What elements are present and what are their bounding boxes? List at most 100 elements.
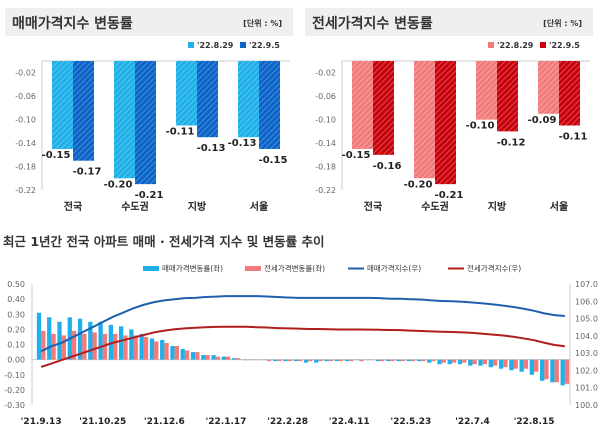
x-tick-label: '22.4.11 [329,417,370,427]
bar [184,350,190,360]
bar [170,346,175,360]
legend-label: 매매가격변동률(좌) [162,263,223,273]
bar [215,356,221,360]
bar [225,356,231,360]
bar [427,359,432,363]
y-tick-left: 0.20 [7,325,25,334]
bar-hatch [559,61,580,126]
bar [57,321,62,360]
bar [129,329,134,360]
data-label: -0.21 [435,190,464,201]
bar-hatch [52,61,73,149]
bar [293,359,298,362]
y-tick-left: 0.00 [7,356,25,365]
data-label: -0.09 [528,115,557,126]
x-tick-label: '21.12.6 [144,417,185,427]
bar [221,356,226,360]
bar [51,333,56,360]
bar [503,359,508,368]
legend-swatch [240,42,246,48]
bar [102,333,108,360]
bar [195,352,200,360]
bar [308,359,313,362]
y-tick-left: -0.20 [4,386,25,395]
bar [482,359,488,365]
category-label: 전국 [64,200,82,213]
bar [231,358,237,360]
bar-hatch [176,61,197,126]
legend-label: '22.8.29 [197,41,234,50]
bar [380,359,385,362]
bar [324,359,329,362]
x-tick-label: '22.5.23 [390,417,431,427]
y-tick-right: 103.0 [575,349,598,358]
bar [513,359,518,369]
bar [400,359,405,362]
legend-swatch [143,266,159,271]
bar [519,359,524,372]
bar [303,359,309,363]
bar-hatch [476,61,497,120]
y-tick-label: -0.02 [15,69,36,78]
bar [211,355,216,360]
bar-hatch [414,61,435,179]
y-tick-label: -0.14 [315,139,336,148]
bar [421,359,426,362]
bar-hatch [73,61,94,161]
bar [462,359,467,363]
bar [262,359,268,361]
y-tick-right: 104.0 [575,332,598,341]
bar [61,335,66,360]
y-tick-left: -0.30 [4,401,25,410]
bar [385,359,391,362]
bar [554,359,559,383]
bar [77,318,83,360]
y-tick-right: 105.0 [575,315,598,324]
legend-label: '22.8.29 [497,41,534,50]
data-label: -0.15 [342,150,371,161]
bar [359,359,364,362]
bar [498,359,504,369]
bar [472,359,477,365]
bar [431,359,436,362]
y-tick-right: 101.0 [575,384,598,393]
bar [441,359,446,363]
bar [523,359,529,369]
unit-label: [단위 : %] [543,18,582,28]
y-tick-left: 0.50 [7,280,25,289]
bar [123,335,128,360]
y-tick-right: 100.0 [575,401,598,410]
y-tick-right: 106.0 [575,297,598,306]
bar [488,359,493,368]
bar [297,359,303,362]
bar [236,358,241,360]
legend-label: 매매가격지수(우) [367,263,421,273]
category-label: 서울 [250,200,268,213]
y-tick-label: -0.10 [15,116,36,125]
bar [287,359,292,362]
bar-hatch [197,61,218,138]
bar-hatch [352,61,373,149]
bar [390,359,395,362]
bar-hatch [135,61,156,185]
bar [318,359,323,362]
bar [447,359,452,365]
bar [478,359,483,366]
y-tick-label: -0.22 [15,186,36,195]
bar [396,359,401,362]
bar [365,359,370,361]
bar [98,321,103,360]
x-tick-label: '21.9.13 [21,417,62,427]
bar [349,359,354,362]
bar [410,359,416,362]
series-line [40,325,565,368]
bar [451,359,457,363]
category-label: 수도권 [421,201,449,213]
legend-label: 전세가격변동률(좌) [264,263,325,273]
bar [82,333,87,360]
bar [164,342,169,360]
title-bar [305,8,593,36]
bar [190,352,196,360]
y-tick-label: -0.18 [15,163,36,172]
data-label: -0.17 [73,167,102,178]
